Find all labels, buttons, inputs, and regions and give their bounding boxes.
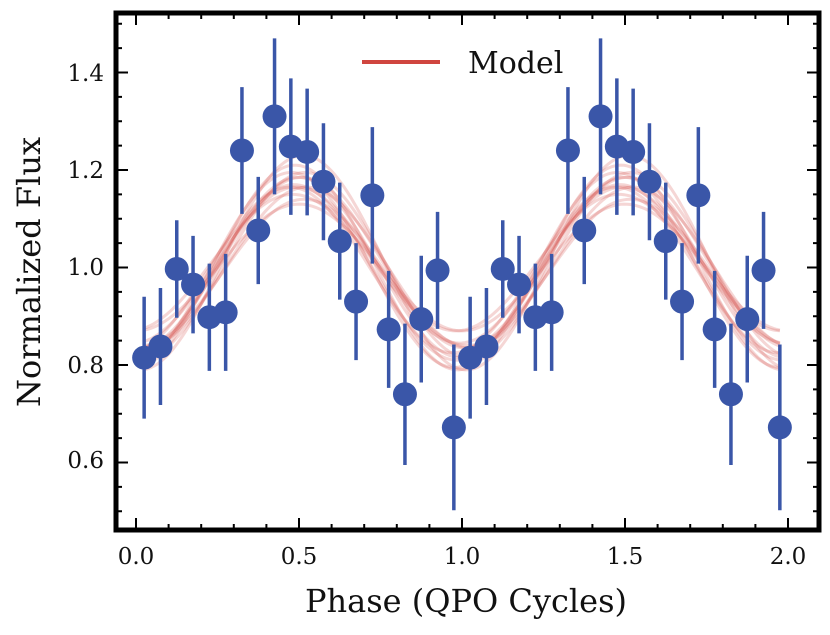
data-point <box>360 183 385 208</box>
data-point <box>409 307 434 332</box>
data-point <box>295 139 320 164</box>
axis-ticks <box>116 13 819 530</box>
data-point <box>735 307 760 332</box>
x-tick-label-1: 0.5 <box>281 544 318 570</box>
data-point <box>686 183 711 208</box>
model-curves <box>143 153 781 372</box>
data-point <box>441 415 466 440</box>
data-point <box>621 139 646 164</box>
data-point <box>490 256 515 281</box>
error-bars <box>142 38 782 511</box>
model-curve <box>143 170 780 369</box>
data-point <box>148 334 173 359</box>
data-point <box>588 104 613 129</box>
data-point <box>474 334 499 359</box>
y-tick-label-0: 0.6 <box>67 448 104 474</box>
x-tick-label-3: 1.5 <box>607 544 644 570</box>
data-point <box>164 256 189 281</box>
data-point <box>767 415 792 440</box>
legend: Model <box>362 46 563 81</box>
data-point <box>181 272 206 297</box>
data-point <box>392 382 417 407</box>
data-point <box>539 300 564 325</box>
data-point <box>327 229 352 254</box>
legend-model-label: Model <box>468 46 563 81</box>
data-point <box>376 317 401 342</box>
data-point <box>507 272 532 297</box>
plot-frame <box>113 10 822 533</box>
data-point <box>637 169 662 194</box>
data-point <box>344 289 369 314</box>
data-point <box>751 258 776 283</box>
x-tick-labels: 0.0 0.5 1.0 1.5 2.0 <box>118 544 807 570</box>
data-point <box>670 289 695 314</box>
data-point <box>425 258 450 283</box>
data-point <box>653 229 678 254</box>
data-point <box>246 218 271 243</box>
x-axis-label: Phase (QPO Cycles) <box>305 582 627 620</box>
y-tick-label-3: 1.2 <box>67 158 104 184</box>
y-tick-label-2: 1.0 <box>67 255 104 281</box>
y-tick-label-4: 1.4 <box>67 61 104 87</box>
model-curve <box>143 163 781 372</box>
x-tick-label-4: 2.0 <box>770 544 807 570</box>
model-curve <box>143 153 781 372</box>
data-point <box>702 317 727 342</box>
data-point <box>311 169 336 194</box>
model-curve <box>143 175 781 350</box>
data-point <box>213 300 238 325</box>
data-points <box>132 104 792 440</box>
x-tick-label-0: 0.0 <box>118 544 155 570</box>
x-tick-label-2: 1.0 <box>444 544 481 570</box>
data-point <box>262 104 287 129</box>
data-point <box>229 138 254 163</box>
data-point <box>555 138 580 163</box>
y-axis-label: Normalized Flux <box>10 137 48 407</box>
data-point <box>718 382 743 407</box>
model-curve <box>143 192 781 333</box>
y-tick-labels: 0.6 0.8 1.0 1.2 1.4 <box>67 61 104 474</box>
data-point <box>572 218 597 243</box>
model-curve <box>143 185 781 345</box>
y-tick-label-1: 0.8 <box>67 353 104 379</box>
